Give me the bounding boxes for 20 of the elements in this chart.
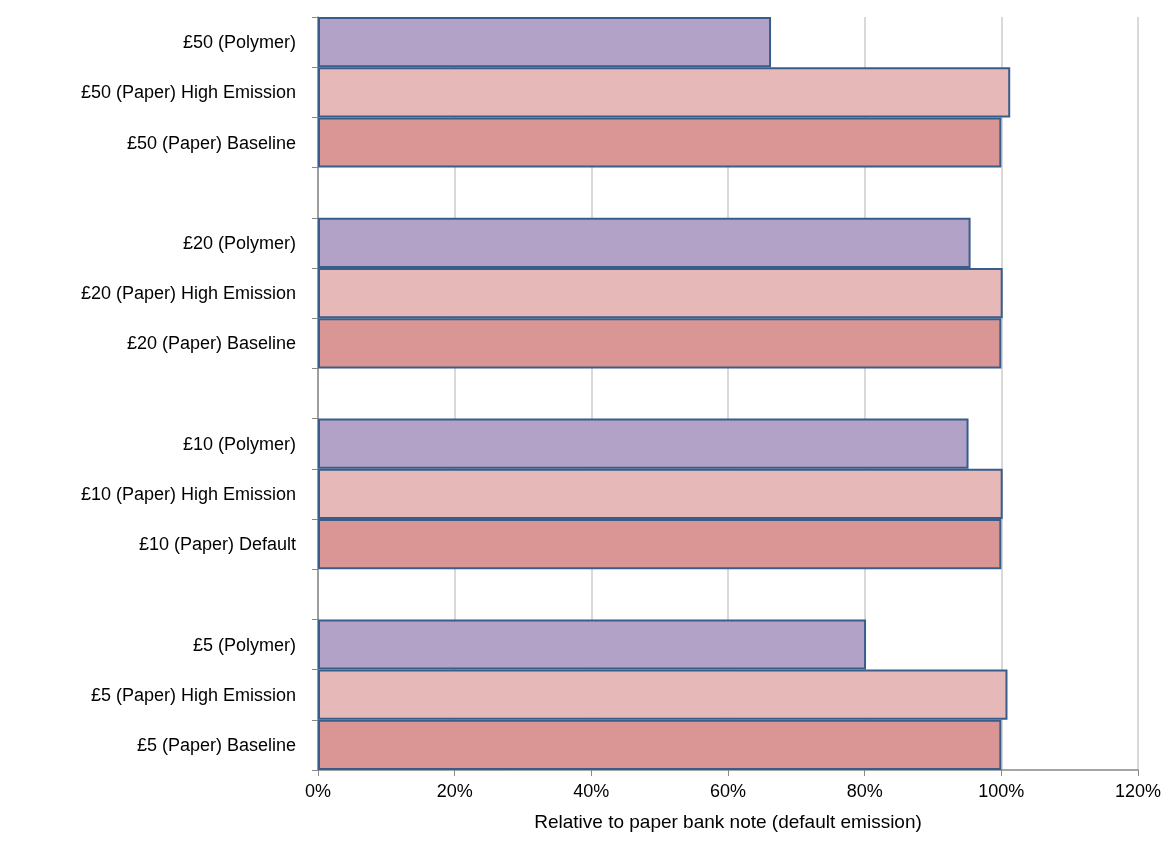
- x-tick-label: 20%: [436, 781, 473, 801]
- y-tick-label: £20 (Polymer): [182, 232, 296, 253]
- y-tick-label: £5 (Paper) Baseline: [136, 734, 296, 755]
- x-tick-label: 80%: [846, 781, 883, 801]
- y-tick-label: £50 (Polymer): [182, 32, 296, 53]
- y-tick-label: £50 (Paper) High Emission: [80, 82, 296, 103]
- y-tick-label: £20 (Paper) Baseline: [126, 333, 296, 354]
- x-tick-label: 100%: [978, 781, 1025, 801]
- x-tick-label: 40%: [573, 781, 610, 801]
- x-axis-title: Relative to paper bank note (default emission): [534, 811, 922, 832]
- y-tick-label: £10 (Paper) Default: [138, 534, 296, 555]
- x-tick-label: 0%: [304, 781, 332, 801]
- x-tick-label: 60%: [709, 781, 747, 801]
- y-tick-label: £5 (Paper) High Emission: [90, 684, 296, 705]
- y-tick-label: £10 (Paper) High Emission: [80, 483, 296, 504]
- y-tick-label: £5 (Polymer): [192, 634, 296, 655]
- y-tick-label: £20 (Paper) High Emission: [80, 283, 296, 304]
- x-tick-label: 120%: [1114, 781, 1162, 801]
- y-tick-label: £10 (Polymer): [182, 433, 296, 454]
- y-tick-label: £50 (Paper) Baseline: [126, 132, 296, 153]
